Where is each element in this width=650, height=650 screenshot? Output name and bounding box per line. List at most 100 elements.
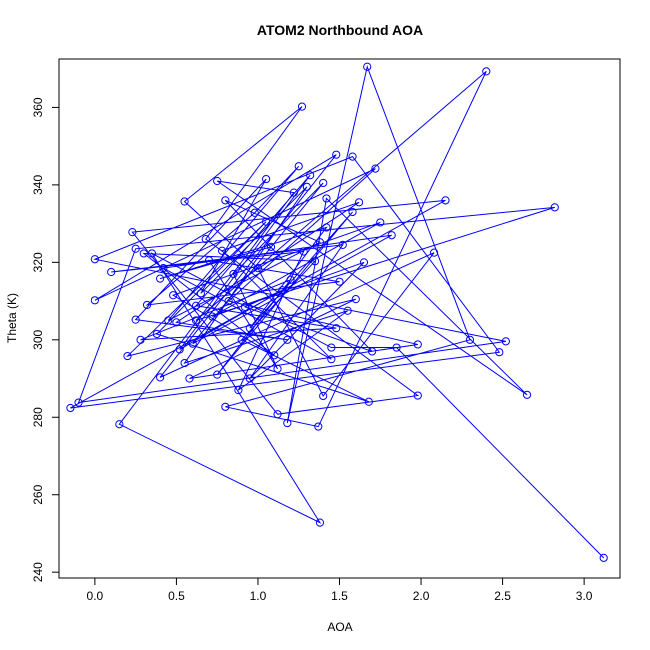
data-point [221,402,230,411]
x-axis-label: AOA [327,620,352,634]
data-point [128,228,137,237]
data-point [299,247,308,256]
x-tick-label: 0.5 [168,589,185,603]
data-point [139,249,148,258]
data-point [156,373,165,382]
data-point [224,296,233,306]
data-point [152,329,161,339]
data-point [208,312,217,321]
data-point [376,218,385,227]
data-point [315,238,325,247]
series-line [70,65,605,559]
data-point [262,174,271,184]
x-tick-label: 0.0 [87,589,104,603]
data-point [278,286,287,295]
x-axis: 0.0 0.5 1.0 1.5 2.0 2.5 3.0 [87,577,593,603]
y-tick-label: 280 [31,407,45,427]
data-point [115,420,124,429]
data-point [90,296,99,305]
data-point [599,553,608,562]
data-point [142,300,152,310]
data-point [351,295,360,304]
data-point [413,340,422,349]
data-point [123,351,132,361]
data-point [253,264,263,273]
data-point [359,258,369,267]
data-point [213,176,222,186]
plot-layer [66,62,608,562]
data-point [338,240,347,250]
data-point [335,277,344,286]
x-tick-label: 3.0 [576,589,593,603]
data-point [262,217,271,226]
data-point [270,351,279,360]
data-point [136,335,145,344]
data-point [273,410,282,419]
data-point [147,249,157,258]
x-tick-label: 1.5 [331,589,348,603]
data-point [327,355,336,364]
data-point [201,235,210,244]
data-point [188,339,197,348]
data-point [159,264,168,273]
data-point [283,335,292,344]
data-point [322,223,331,232]
data-point [234,386,243,395]
data-point [185,374,194,383]
data-point [266,242,276,251]
data-point [348,152,357,161]
data-point [191,301,201,310]
data-point [354,198,364,207]
data-point [90,255,99,264]
data-point [240,302,250,311]
data-point [332,150,341,159]
data-point [289,188,298,197]
data-point [363,62,372,71]
data-point [522,390,532,399]
data-point [297,102,307,111]
data-point [482,67,491,76]
data-point [441,196,450,205]
data-point [180,197,189,206]
y-tick-label: 320 [31,252,45,272]
data-point [343,306,352,315]
data-point [250,208,259,217]
data-point [319,391,328,401]
data-point [364,397,373,406]
data-point [169,291,178,300]
data-point [131,315,140,324]
data-point [213,370,222,379]
data-point [180,358,189,368]
y-tick-label: 340 [31,175,45,195]
x-tick-label: 2.0 [413,589,430,603]
data-point [204,256,214,265]
data-point [368,347,377,356]
data-point [322,194,331,203]
data-point [273,364,282,373]
data-point [196,289,205,298]
data-point [429,248,439,257]
data-point [131,244,140,253]
data-point [175,345,184,354]
y-axis-label: Theta (K) [5,293,19,343]
data-point [315,518,325,527]
data-point [66,403,75,413]
data-point [501,337,510,346]
data-point [245,324,254,333]
data-point [229,269,238,279]
data-point [332,324,341,333]
data-point [245,374,254,383]
data-point [495,348,504,357]
data-point [327,343,336,352]
data-point [550,203,559,212]
data-point [283,418,292,428]
y-tick-label: 360 [31,97,45,117]
chart-title: ATOM2 Northbound AOA [257,22,423,38]
data-point [294,162,303,171]
data-point [286,275,295,284]
data-point [302,182,311,191]
data-point [387,231,396,240]
data-point [191,316,201,325]
data-point [172,318,181,327]
